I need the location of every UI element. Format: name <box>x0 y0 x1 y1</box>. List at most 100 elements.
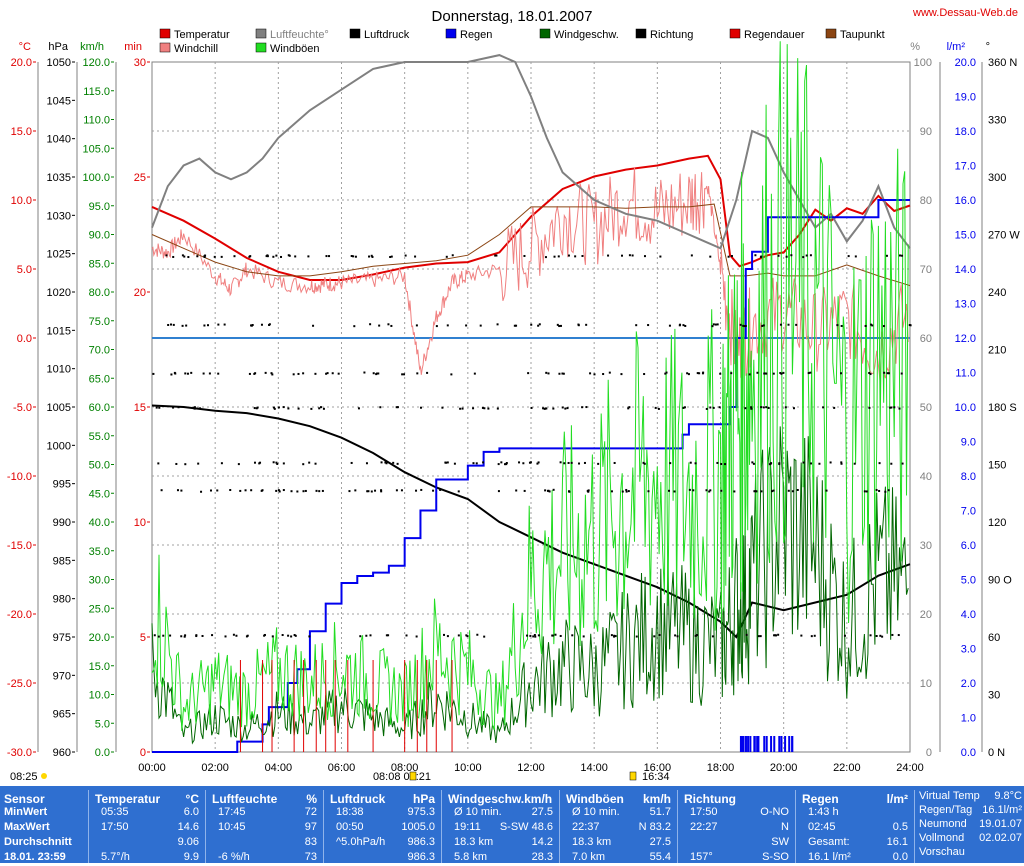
min-tick: 30 <box>134 57 146 69</box>
direction-dot <box>635 635 638 638</box>
panel-col-title: Luftdruck <box>330 792 386 806</box>
min-tick: 10 <box>134 517 146 529</box>
direction-dot <box>328 255 331 258</box>
direction-dot <box>574 255 577 258</box>
kmh-tick: 85.0 <box>89 258 110 270</box>
direction-dot <box>571 634 574 637</box>
direction-dot <box>686 372 689 375</box>
lm2-tick: 0.0 <box>961 747 976 759</box>
direction-dot <box>825 489 828 492</box>
direction-dot <box>791 490 794 493</box>
direction-dot <box>613 461 616 464</box>
direction-dot <box>607 254 610 257</box>
direction-dot <box>577 324 580 327</box>
lm2-tick: 8.0 <box>961 471 976 483</box>
direction-dot <box>757 635 760 638</box>
kmh-tick: 55.0 <box>89 431 110 443</box>
legend-label: Windchill <box>174 43 218 55</box>
direction-dot <box>235 634 238 637</box>
x-tick: 22:00 <box>833 762 861 774</box>
direction-dot <box>352 255 355 258</box>
direction-dot <box>610 634 613 637</box>
panel-cell-value: 986.3 <box>407 851 435 863</box>
panel-cell-value: 28.3 <box>531 851 553 863</box>
direction-dot <box>357 407 360 410</box>
direction-dot <box>272 461 275 464</box>
direction-dot <box>250 324 253 327</box>
direction-dot <box>353 325 356 328</box>
panel-cell-label: Ø 10 min. <box>572 806 620 818</box>
direction-dot <box>890 462 893 465</box>
direction-dot <box>687 373 690 376</box>
direction-dot <box>380 461 383 464</box>
lm2-tick: 7.0 <box>961 506 976 518</box>
hpa-tick: 995 <box>53 479 71 491</box>
sunrise-label: 08:25 <box>10 771 38 783</box>
panel-col-title: Temperatur <box>95 792 161 806</box>
direction-dot <box>365 634 368 637</box>
legend-swatch <box>349 28 361 39</box>
direction-dot <box>777 254 780 257</box>
direction-dot <box>587 489 590 492</box>
direction-dot <box>473 372 476 375</box>
direction-dot <box>496 323 499 326</box>
panel-cell-value: N <box>781 821 789 833</box>
series-line <box>151 41 909 731</box>
direction-dot <box>314 462 317 465</box>
direction-dot <box>668 324 671 327</box>
legend-swatch <box>539 28 551 39</box>
panel-cell-label: 00:50 <box>336 821 364 833</box>
lm2-tick: 6.0 <box>961 540 976 552</box>
direction-dot <box>157 635 160 638</box>
direction-dot <box>253 461 256 464</box>
sun-icon <box>41 773 47 779</box>
direction-dot <box>635 324 638 327</box>
direction-dot <box>559 324 562 327</box>
deg-tick: 360 N <box>988 57 1017 69</box>
panel-cell-value: 55.4 <box>649 851 671 863</box>
temp-tick: 0.0 <box>17 333 32 345</box>
direction-dot <box>186 372 189 375</box>
direction-dot <box>426 371 429 374</box>
direction-dot <box>759 256 762 259</box>
direction-dot <box>183 635 186 638</box>
kmh-tick: 95.0 <box>89 201 110 213</box>
direction-dot <box>158 406 161 409</box>
direction-dot <box>526 634 529 637</box>
direction-dot <box>659 255 662 258</box>
direction-dot <box>282 462 285 465</box>
direction-dot <box>275 489 278 492</box>
direction-dot <box>185 324 188 327</box>
direction-dot <box>325 372 328 375</box>
direction-dot <box>476 633 479 636</box>
direction-dot <box>157 462 160 465</box>
direction-dot <box>748 373 751 376</box>
direction-dot <box>326 372 329 375</box>
direction-dot <box>276 462 279 465</box>
direction-dot <box>718 406 721 409</box>
direction-dot <box>197 462 200 465</box>
direction-dot <box>172 255 175 258</box>
direction-dot <box>251 324 254 327</box>
direction-dot <box>459 407 462 410</box>
direction-dot <box>359 635 362 638</box>
temp-tick: -30.0 <box>7 747 32 759</box>
hpa-tick: 1020 <box>47 287 71 299</box>
kmh-tick: 100.0 <box>82 172 110 184</box>
direction-dot <box>201 634 204 637</box>
direction-dot <box>385 634 388 637</box>
direction-dot <box>401 373 404 376</box>
direction-dot <box>720 489 723 492</box>
direction-dot <box>890 406 893 409</box>
direction-dot <box>181 324 184 327</box>
direction-dot <box>665 371 668 374</box>
direction-dot <box>744 324 747 327</box>
panel-cell-label: 22:27 <box>690 821 718 833</box>
direction-dot <box>190 371 193 374</box>
panel-col-wind: Windgeschw.km/h Ø 10 min. 27.5 19:11 S-SW 48… <box>441 790 559 863</box>
direction-dot <box>304 489 307 492</box>
direction-dot <box>620 373 623 376</box>
direction-dot <box>322 407 325 410</box>
direction-dot <box>374 489 377 492</box>
direction-dot <box>676 635 679 638</box>
